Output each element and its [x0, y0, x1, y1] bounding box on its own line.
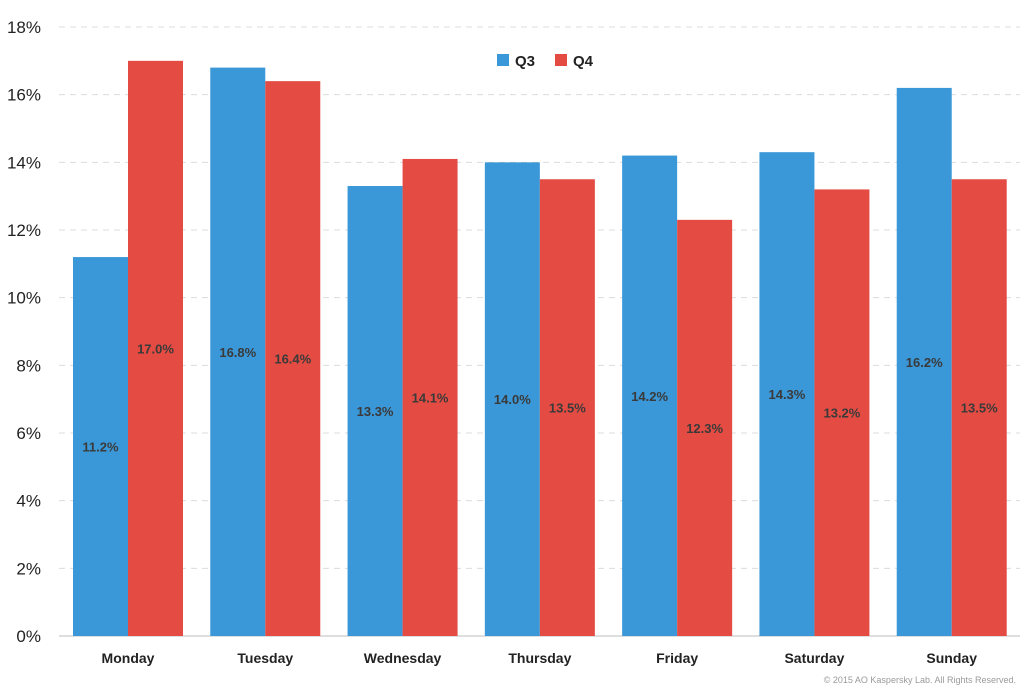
y-tick-label: 4%: [16, 492, 41, 511]
bar-q3-wednesday: [347, 186, 403, 636]
legend-label-q3: Q3: [515, 53, 535, 70]
bar-q4-sunday: [951, 179, 1007, 636]
x-category-label: Sunday: [926, 650, 977, 666]
data-labels: 11.2% 17.0% 16.8% 16.4% 13.3% 14.1% 14.0% 13.5%…: [82, 341, 998, 454]
x-category-label: Wednesday: [364, 650, 442, 666]
bar-q3-monday: [73, 257, 128, 636]
y-tick-label: 12%: [7, 221, 41, 240]
data-label: 13.3%: [357, 404, 394, 419]
data-label: 13.5%: [549, 401, 586, 416]
legend-label-q4: Q4: [573, 53, 594, 70]
bar-q4-friday: [677, 219, 733, 636]
data-label: 11.2%: [82, 440, 119, 455]
x-category-label: Monday: [102, 650, 155, 666]
y-tick-label: 6%: [16, 424, 41, 443]
data-label: 13.5%: [961, 401, 998, 416]
data-label: 14.1%: [412, 390, 449, 405]
data-label: 16.4%: [274, 352, 311, 367]
data-label: 14.0%: [494, 392, 531, 407]
data-label: 14.3%: [768, 387, 805, 402]
bars: [73, 60, 1007, 637]
x-category-label: Friday: [656, 650, 698, 666]
data-label: 16.2%: [906, 355, 943, 370]
x-axis-category-labels: Monday Tuesday Wednesday Thursday Friday Satu…: [102, 650, 978, 666]
bar-q4-saturday: [814, 189, 870, 636]
bar-q4-monday: [128, 60, 183, 637]
data-label: 14.2%: [631, 389, 668, 404]
y-tick-label: 2%: [16, 559, 41, 578]
y-tick-label: 8%: [16, 356, 41, 375]
legend: Q3 Q4: [497, 53, 594, 70]
y-tick-label: 10%: [7, 289, 41, 308]
bar-q3-thursday: [484, 162, 540, 637]
bar-q3-saturday: [759, 152, 815, 636]
x-category-label: Tuesday: [237, 650, 293, 666]
y-tick-label: 18%: [7, 18, 41, 37]
data-label: 16.8%: [219, 345, 256, 360]
data-label: 13.2%: [823, 406, 860, 421]
y-tick-label: 0%: [16, 627, 41, 646]
x-category-label: Thursday: [508, 650, 571, 666]
legend-swatch-q4: [555, 54, 567, 66]
bar-q4-tuesday: [265, 81, 321, 637]
copyright-text: © 2015 AO Kaspersky Lab. All Rights Rese…: [824, 675, 1016, 685]
x-category-label: Saturday: [784, 650, 844, 666]
bar-q3-sunday: [896, 87, 952, 636]
y-axis-tick-labels: 0% 2% 4% 6% 8% 10% 12% 14% 16% 18%: [7, 18, 41, 646]
bar-q4-wednesday: [402, 158, 458, 636]
bar-q3-tuesday: [210, 67, 266, 637]
data-label: 17.0%: [137, 341, 174, 356]
bar-q4-thursday: [539, 179, 595, 636]
y-tick-label: 14%: [7, 153, 41, 172]
data-label: 12.3%: [686, 421, 723, 436]
bar-q3-friday: [622, 155, 678, 637]
y-tick-label: 16%: [7, 86, 41, 105]
legend-swatch-q3: [497, 54, 509, 66]
